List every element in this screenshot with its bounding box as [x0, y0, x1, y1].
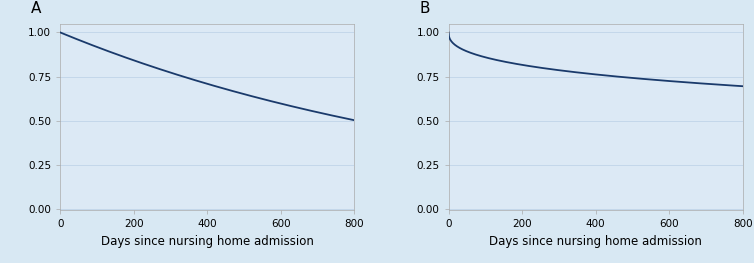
Text: A: A	[31, 1, 41, 16]
X-axis label: Days since nursing home admission: Days since nursing home admission	[489, 235, 702, 248]
Text: B: B	[419, 1, 430, 16]
X-axis label: Days since nursing home admission: Days since nursing home admission	[101, 235, 314, 248]
